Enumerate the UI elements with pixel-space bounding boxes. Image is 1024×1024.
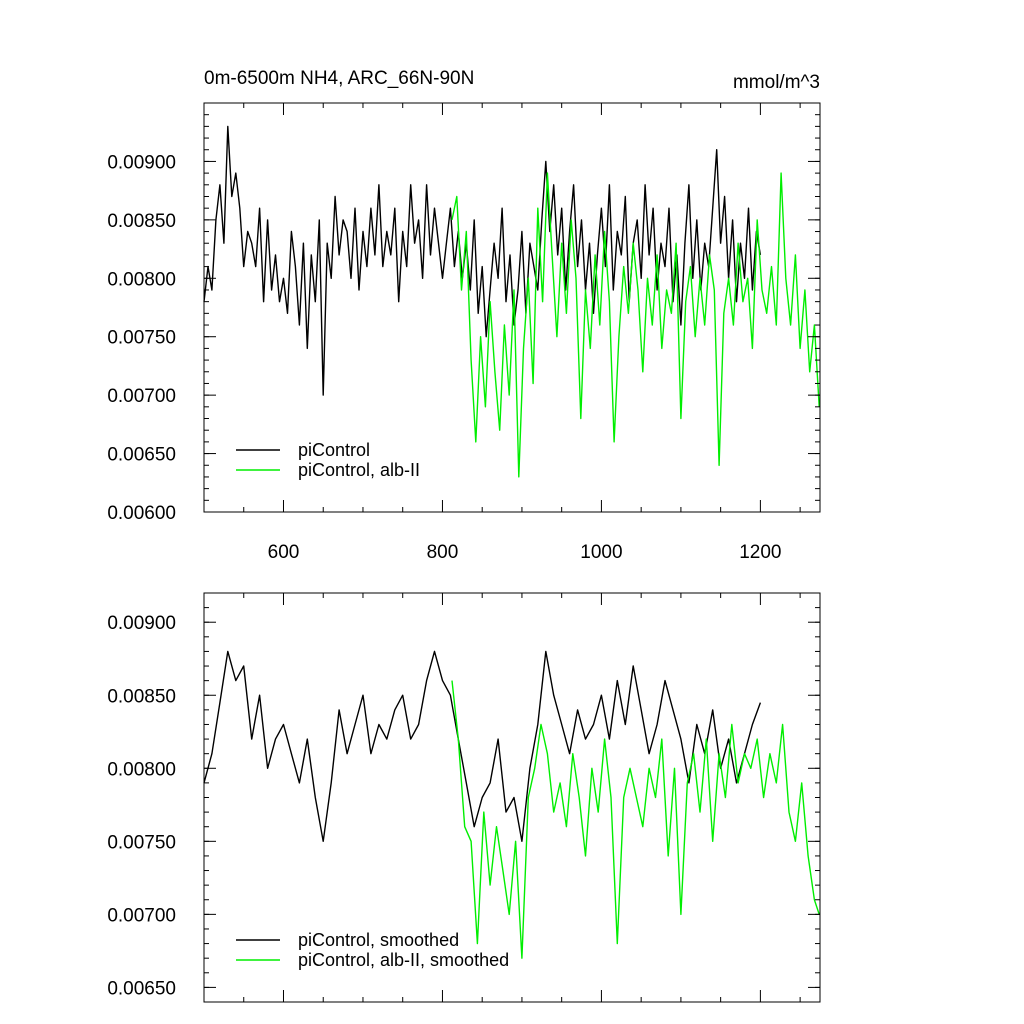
units-label: mmol/m^3: [733, 72, 820, 93]
y-tick-label: 0.00800: [107, 759, 176, 780]
y-tick-label: 0.00800: [107, 269, 176, 290]
legend-label: piControl, smoothed: [298, 930, 459, 950]
y-tick-label: 0.00700: [107, 905, 176, 926]
y-tick-label: 0.00850: [107, 211, 176, 232]
axis-ticks: 0.00650 0.00700 0.00750 0.00800 0.00850 0.009…: [107, 592, 820, 1003]
x-tick-label: 1000: [580, 542, 622, 563]
y-tick-label: 0.00900: [107, 613, 176, 634]
plot-frame: [203, 102, 821, 513]
x-tick-label: 600: [268, 542, 300, 563]
top-chart-panel: 0m-6500m NH4, ARC_66N-90N mmol/m^3 0.006…: [107, 68, 821, 563]
x-tick-label: 1200: [739, 542, 781, 563]
y-tick-label: 0.00750: [107, 832, 176, 853]
x-tick-label: 800: [427, 542, 459, 563]
legend-label: piControl, alb-II: [298, 460, 420, 480]
series-line: [451, 680, 820, 959]
y-tick-label: 0.00650: [107, 978, 176, 999]
y-tick-label: 0.00850: [107, 686, 176, 707]
series-line: [203, 125, 762, 396]
bottom-chart-panel: 0.00650 0.00700 0.00750 0.00800 0.00850 0.009…: [107, 592, 821, 1003]
plot-frame: [203, 592, 821, 1003]
series-line: [203, 650, 762, 842]
series-line: [451, 172, 820, 478]
y-tick-label: 0.00650: [107, 445, 176, 466]
series-layer: [203, 650, 820, 959]
y-tick-label: 0.00700: [107, 386, 176, 407]
y-tick-label: 0.00600: [107, 503, 176, 524]
legend-label: piControl, alb-II, smoothed: [298, 950, 509, 970]
y-tick-label: 0.00900: [107, 152, 176, 173]
legend-label: piControl: [298, 440, 370, 460]
axis-ticks: 0.00600 0.00650 0.00700 0.00750 0.00800 0.008…: [107, 102, 820, 563]
series-layer: [203, 125, 820, 478]
y-tick-label: 0.00750: [107, 328, 176, 349]
chart-title: 0m-6500m NH4, ARC_66N-90N: [204, 68, 474, 89]
